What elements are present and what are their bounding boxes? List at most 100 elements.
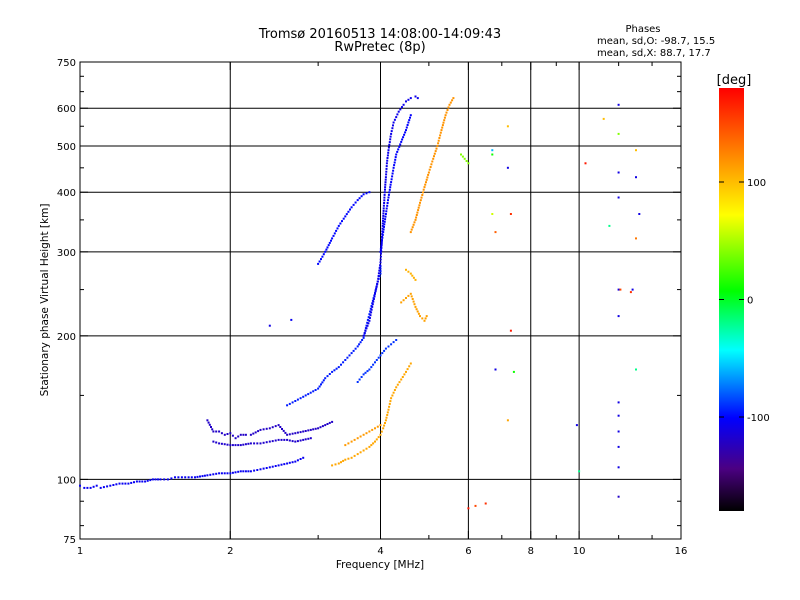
data-point bbox=[344, 215, 347, 218]
data-point bbox=[302, 438, 305, 441]
trace-sample bbox=[406, 368, 409, 371]
data-point bbox=[405, 268, 407, 271]
trace-sample bbox=[369, 314, 372, 317]
data-point bbox=[259, 442, 262, 445]
trace-sample bbox=[348, 354, 351, 357]
trace-sample bbox=[408, 119, 411, 122]
trace-sample bbox=[365, 432, 368, 435]
trace-sample bbox=[398, 145, 401, 148]
data-point bbox=[384, 347, 387, 350]
trace-sample bbox=[386, 204, 389, 207]
data-point bbox=[436, 145, 439, 147]
data-point bbox=[206, 474, 209, 477]
trace-sample bbox=[231, 471, 234, 474]
trace-sample bbox=[410, 228, 413, 231]
data-point bbox=[423, 186, 426, 189]
trace-sample bbox=[177, 476, 180, 479]
trace-sample bbox=[434, 150, 437, 153]
trace-sample bbox=[280, 438, 283, 441]
trace-sample bbox=[447, 106, 450, 109]
x-tick-label: 6 bbox=[465, 546, 471, 557]
trace-sample bbox=[130, 481, 133, 484]
y-tick-label: 600 bbox=[57, 104, 76, 115]
trace-sample bbox=[383, 202, 386, 204]
trace-sample bbox=[388, 402, 391, 405]
trace-sample bbox=[353, 438, 356, 441]
x-tick-label: 2 bbox=[227, 546, 233, 557]
trace-sample bbox=[380, 242, 383, 245]
trace-sample bbox=[320, 383, 322, 386]
trace-sample bbox=[112, 484, 115, 486]
data-point bbox=[239, 444, 242, 447]
trace-sample bbox=[379, 270, 382, 273]
scattered-point bbox=[617, 401, 620, 404]
trace-sample bbox=[388, 405, 391, 408]
trace-sample bbox=[391, 172, 394, 175]
data-point bbox=[350, 352, 353, 355]
trace-sample bbox=[334, 463, 337, 466]
trace-sample bbox=[380, 252, 382, 255]
trace-sample bbox=[220, 442, 223, 445]
trace-sample bbox=[341, 220, 343, 223]
trace-sample bbox=[376, 282, 379, 285]
trace-sample bbox=[410, 295, 413, 298]
data-point bbox=[144, 480, 147, 483]
trace-sample bbox=[322, 253, 325, 256]
trace-sample bbox=[439, 131, 442, 134]
data-point bbox=[331, 464, 334, 467]
scattered-point bbox=[631, 288, 634, 291]
scattered-point bbox=[506, 419, 509, 422]
trace-sample bbox=[438, 137, 441, 139]
trace-sample bbox=[365, 447, 368, 450]
trace-sample bbox=[377, 436, 380, 439]
trace-sample bbox=[296, 398, 299, 401]
trace-sample bbox=[412, 223, 415, 226]
data-point bbox=[387, 408, 390, 411]
trace-sample bbox=[347, 457, 350, 460]
data-point bbox=[379, 354, 382, 357]
trace-sample bbox=[445, 111, 448, 114]
y-tick-label: 750 bbox=[57, 58, 76, 69]
trace-sample bbox=[280, 463, 283, 466]
data-point bbox=[302, 395, 305, 398]
trace-sample bbox=[385, 167, 388, 170]
trace-sample bbox=[427, 173, 430, 176]
scattered-point bbox=[617, 466, 620, 469]
x-tick-label: 1 bbox=[77, 546, 83, 557]
trace-sample bbox=[284, 431, 287, 434]
trace-sample bbox=[404, 131, 407, 134]
trace-sample bbox=[393, 161, 396, 164]
trace-sample bbox=[375, 285, 378, 288]
trace-sample bbox=[393, 389, 396, 391]
trace-sample bbox=[376, 425, 379, 428]
trace-sample bbox=[407, 270, 410, 273]
data-point bbox=[380, 244, 383, 246]
trace-sample bbox=[399, 143, 402, 146]
trace-sample bbox=[354, 201, 357, 204]
trace-sample bbox=[381, 352, 384, 355]
trace-sample bbox=[345, 213, 348, 216]
trace-sample bbox=[288, 439, 291, 442]
trace-sample bbox=[379, 255, 382, 258]
data-point bbox=[259, 428, 262, 431]
trace-sample bbox=[274, 425, 277, 428]
trace-sample bbox=[379, 264, 382, 267]
scattered-point bbox=[635, 176, 637, 179]
data-point bbox=[309, 428, 312, 431]
trace-sample bbox=[381, 227, 384, 230]
trace-sample bbox=[424, 183, 427, 186]
data-point bbox=[286, 404, 289, 407]
trace-sample bbox=[382, 214, 385, 217]
data-point bbox=[425, 315, 428, 318]
trace-sample bbox=[382, 217, 385, 220]
data-point bbox=[414, 218, 417, 221]
trace-sample bbox=[388, 143, 391, 146]
trace-sample bbox=[223, 443, 226, 446]
data-point bbox=[223, 433, 226, 436]
data-point bbox=[79, 484, 81, 487]
data-point bbox=[83, 486, 86, 489]
data-point bbox=[317, 387, 320, 390]
trace-sample bbox=[386, 414, 389, 416]
trace-sample bbox=[340, 363, 342, 366]
trace-sample bbox=[385, 173, 388, 176]
